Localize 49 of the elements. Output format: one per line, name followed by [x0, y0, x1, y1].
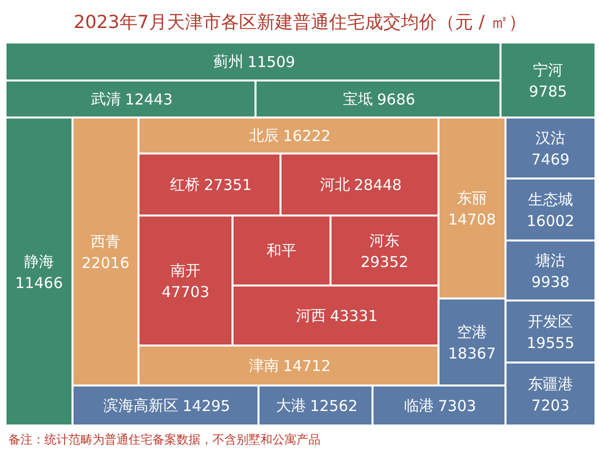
- category-label: 河东: [370, 232, 400, 250]
- category-label: 河北: [320, 176, 350, 194]
- data-label: 7203: [531, 396, 570, 414]
- text: 备注：统计范畴为普通住宅备案数据，不含别墅和公寓产品: [8, 432, 320, 446]
- category-label: 开发区: [528, 312, 573, 330]
- category-label: 临港: [404, 396, 434, 414]
- category-label: 和平: [266, 242, 296, 260]
- category-label: 塘沽: [534, 252, 566, 270]
- category-label: 南开: [170, 262, 200, 280]
- category-label: 东疆港: [528, 375, 573, 393]
- data-label: 29352: [360, 253, 408, 271]
- category-label: 蓟州: [214, 52, 244, 70]
- category-label: 空港: [457, 323, 487, 341]
- data-label: 14712: [283, 357, 331, 375]
- data-label: 19555: [526, 334, 574, 352]
- category-label: 生态城: [528, 190, 573, 208]
- data-label: 9785: [528, 82, 568, 100]
- category-label: 静海: [24, 252, 54, 270]
- category-label: 津南: [249, 356, 279, 374]
- category-label: 河西: [296, 306, 326, 324]
- text: 2023年7月天津市各区新建普通住宅成交均价（元 / ㎡）: [74, 12, 526, 33]
- data-label: 11509: [248, 53, 296, 71]
- category-label: 宝坻: [343, 90, 373, 108]
- category-label: 红桥: [170, 176, 200, 194]
- category-label: 西青: [90, 232, 120, 250]
- data-label: 12443: [125, 90, 173, 108]
- data-label: 22016: [82, 254, 130, 272]
- data-label: 9938: [531, 273, 570, 291]
- category-label: 大港: [276, 396, 306, 414]
- data-label: 16002: [526, 212, 574, 230]
- category-label: 东丽: [457, 189, 487, 207]
- category-label: 宁河: [533, 61, 563, 79]
- category-label: 北辰: [249, 126, 279, 144]
- data-label: 11466: [15, 274, 63, 292]
- category-label: 武清: [91, 90, 121, 108]
- data-label: 43331: [330, 307, 378, 325]
- data-label: 18367: [448, 344, 496, 362]
- data-label: 27351: [204, 176, 252, 194]
- data-label: 9686: [377, 90, 416, 108]
- data-label: 14295: [182, 397, 230, 415]
- data-label: 7469: [531, 150, 570, 168]
- category-label: 滨海高新区: [104, 396, 178, 414]
- data-label: 28448: [354, 176, 402, 194]
- data-label: 16222: [283, 127, 331, 145]
- data-label: 47703: [162, 283, 210, 301]
- data-label: 12562: [310, 397, 358, 415]
- data-label: 7303: [438, 397, 476, 415]
- category-label: 汉沽: [536, 129, 566, 147]
- data-label: 14708: [448, 210, 496, 228]
